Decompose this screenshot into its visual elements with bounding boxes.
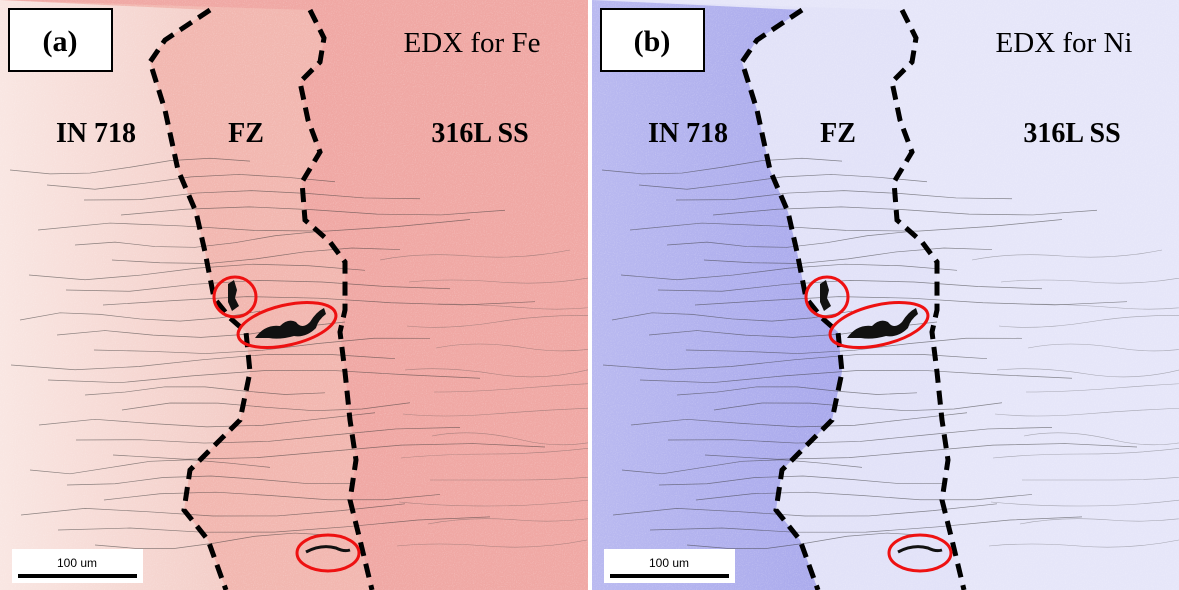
region-label: FZ: [228, 118, 264, 149]
scale-bar-label: 100 um: [649, 556, 689, 570]
panel: (b) EDX for Ni IN 718 FZ 316L SS 100 um: [592, 0, 1179, 590]
region-label: IN 718: [56, 118, 136, 149]
region-label: 316L SS: [1023, 118, 1120, 149]
grain-noise: [0, 0, 588, 590]
micrograph: [0, 0, 628, 590]
grain-noise: [592, 0, 1179, 590]
panel-title: EDX for Fe: [404, 27, 541, 59]
region-label: 316L SS: [431, 118, 528, 149]
panel-label: (b): [634, 25, 671, 58]
scale-bar-label: 100 um: [57, 556, 97, 570]
panel: (a) EDX for Fe IN 718 FZ 316L SS 100 um: [0, 0, 628, 590]
panel-title: EDX for Ni: [996, 27, 1133, 59]
region-label: FZ: [820, 118, 856, 149]
micrograph: [592, 0, 1179, 590]
panel-label: (a): [43, 25, 78, 58]
region-label: IN 718: [648, 118, 728, 149]
figure: (a) EDX for Fe IN 718 FZ 316L SS 100 um (b) EDX…: [0, 0, 1179, 590]
scale-bar: [18, 574, 137, 578]
scale-bar: [610, 574, 729, 578]
